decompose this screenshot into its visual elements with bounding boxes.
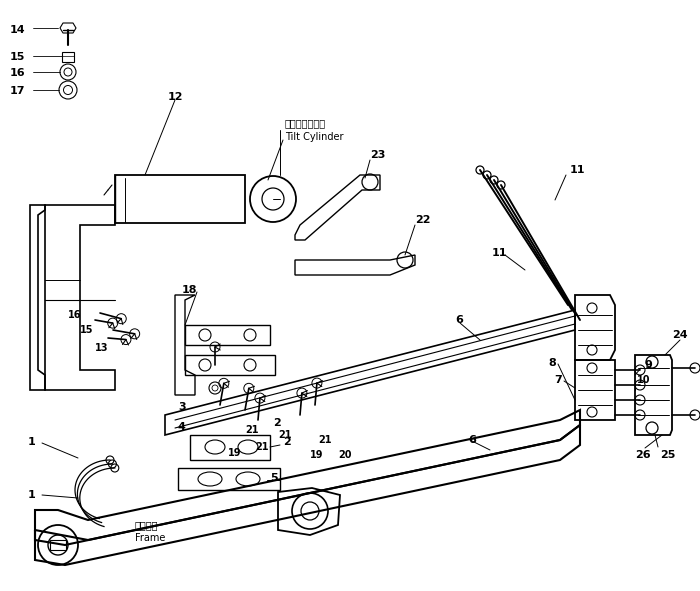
Text: 10: 10 xyxy=(637,375,650,385)
Text: 26: 26 xyxy=(635,450,650,460)
Text: フレーム: フレーム xyxy=(135,520,158,530)
Text: 9: 9 xyxy=(644,360,652,370)
Text: 1: 1 xyxy=(28,490,36,500)
Text: 1: 1 xyxy=(28,437,36,447)
Text: 24: 24 xyxy=(672,330,687,340)
Text: 19: 19 xyxy=(310,450,323,460)
Text: 11: 11 xyxy=(492,248,508,258)
Text: 7: 7 xyxy=(554,375,561,385)
Text: 25: 25 xyxy=(660,450,675,460)
Text: 15: 15 xyxy=(80,325,94,335)
Text: 18: 18 xyxy=(182,285,197,295)
Text: 19: 19 xyxy=(228,448,242,458)
Text: 17: 17 xyxy=(10,86,25,96)
Text: 6: 6 xyxy=(455,315,463,325)
Text: 21: 21 xyxy=(255,442,269,452)
Text: 22: 22 xyxy=(415,215,430,225)
Text: 16: 16 xyxy=(68,310,81,320)
Text: 3: 3 xyxy=(178,402,186,412)
Text: 15: 15 xyxy=(10,52,25,62)
Text: 21: 21 xyxy=(245,425,258,435)
Text: 2: 2 xyxy=(273,418,281,428)
Text: 5: 5 xyxy=(270,473,278,483)
Text: 4: 4 xyxy=(178,422,186,432)
Text: 23: 23 xyxy=(370,150,386,160)
Bar xyxy=(115,175,245,223)
Text: 12: 12 xyxy=(168,92,183,102)
Text: 6: 6 xyxy=(468,435,476,445)
Text: 21: 21 xyxy=(278,430,291,440)
Text: Frame: Frame xyxy=(135,533,165,543)
Text: 11: 11 xyxy=(570,165,585,175)
Text: チルトシリンダ: チルトシリンダ xyxy=(285,118,326,128)
Text: 13: 13 xyxy=(95,343,108,353)
Bar xyxy=(50,540,66,550)
Text: 16: 16 xyxy=(10,68,26,78)
Text: 21: 21 xyxy=(318,435,332,445)
Text: Tilt Cylinder: Tilt Cylinder xyxy=(285,132,344,142)
Text: 14: 14 xyxy=(10,25,26,35)
Text: 20: 20 xyxy=(338,450,351,460)
Text: 8: 8 xyxy=(548,358,556,368)
Text: 2: 2 xyxy=(283,437,290,447)
